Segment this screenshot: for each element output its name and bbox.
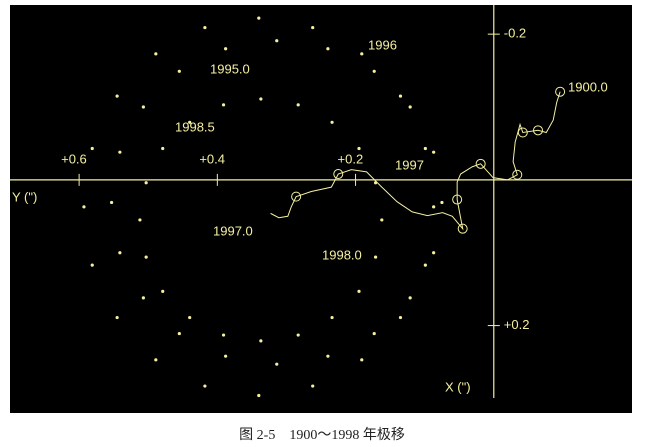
track-dot	[118, 150, 122, 154]
track-dot	[440, 200, 444, 205]
track-dot	[221, 333, 226, 337]
track-dot	[203, 384, 207, 388]
track-dot	[154, 52, 158, 56]
track-dot	[115, 315, 119, 320]
track-dot	[275, 362, 279, 366]
annotation: 1997.0	[213, 223, 253, 238]
x-axis-label: X (")	[445, 379, 471, 394]
track-dot	[398, 94, 403, 98]
track-dot	[296, 103, 300, 107]
track-dot	[423, 146, 427, 151]
track-dot	[432, 150, 436, 154]
year-marker	[512, 169, 523, 180]
track-dot	[221, 103, 226, 107]
track-dot	[161, 289, 165, 293]
track-dot	[188, 120, 192, 124]
track-dot	[118, 251, 122, 255]
track-dot	[144, 255, 148, 259]
y-axis-label: Y (")	[12, 189, 37, 204]
track-dot	[357, 146, 361, 151]
track-dot	[423, 263, 427, 267]
year-marker	[517, 127, 528, 138]
track-dot	[311, 25, 315, 30]
track-dot	[144, 181, 148, 185]
track-dot	[224, 47, 228, 51]
track-dot	[380, 218, 384, 222]
track-dot	[398, 315, 403, 320]
track-dot	[326, 47, 330, 51]
tick-label: +0.2	[504, 317, 530, 332]
track-dot	[360, 52, 364, 56]
track-dot	[372, 69, 376, 73]
track-dot	[360, 358, 364, 362]
track-dot	[432, 205, 436, 209]
year-marker	[333, 169, 344, 180]
track-dot	[408, 296, 412, 300]
annotation: 1998.0	[322, 247, 362, 262]
annotation: 1996	[368, 37, 397, 52]
track-dot	[330, 120, 334, 124]
track-dot	[203, 25, 207, 30]
chart-title: 图 2-5 1900～1998 年极移	[239, 427, 405, 443]
track-dot	[326, 354, 330, 358]
tick-label: +0.2	[338, 151, 364, 166]
track-dot	[109, 200, 114, 205]
year-marker	[555, 86, 566, 97]
annotation: 1900.0	[568, 79, 608, 94]
year-marker	[291, 191, 302, 202]
track-dot	[177, 69, 181, 73]
track-dot	[90, 146, 94, 151]
track-dot	[372, 331, 376, 336]
year-marker	[533, 125, 544, 136]
track-dot	[115, 94, 119, 98]
track-dot	[138, 218, 142, 222]
track-dot	[224, 354, 228, 358]
year-marker	[452, 194, 463, 205]
annotation: 1995.0	[210, 61, 250, 76]
track-dot	[141, 296, 145, 300]
track-dot	[373, 255, 378, 259]
track-dot	[296, 333, 300, 337]
annotation: 1998.5	[175, 119, 215, 134]
track-dot	[311, 384, 315, 388]
track-dot	[408, 105, 412, 109]
tick-label: +0.6	[61, 151, 87, 166]
track-dot	[154, 358, 158, 362]
tick-label: -0.2	[504, 26, 526, 41]
plot-background	[10, 5, 632, 413]
track-dot	[161, 146, 165, 151]
track-dot	[177, 331, 181, 336]
track-dot	[82, 205, 86, 209]
track-dot	[432, 251, 436, 255]
tick-label: +0.4	[199, 151, 225, 166]
year-marker	[475, 158, 486, 169]
track-dot	[357, 289, 361, 293]
track-dot	[188, 315, 192, 320]
track-dot	[141, 105, 145, 109]
track-dot	[259, 339, 263, 343]
track-dot	[257, 16, 261, 20]
annotation: 1997	[395, 157, 424, 172]
track-dot	[259, 97, 263, 101]
year-marker	[457, 223, 468, 234]
track-dot	[275, 39, 279, 43]
track-dot	[257, 393, 261, 398]
track-dot	[90, 263, 94, 267]
track-dot	[330, 315, 334, 320]
